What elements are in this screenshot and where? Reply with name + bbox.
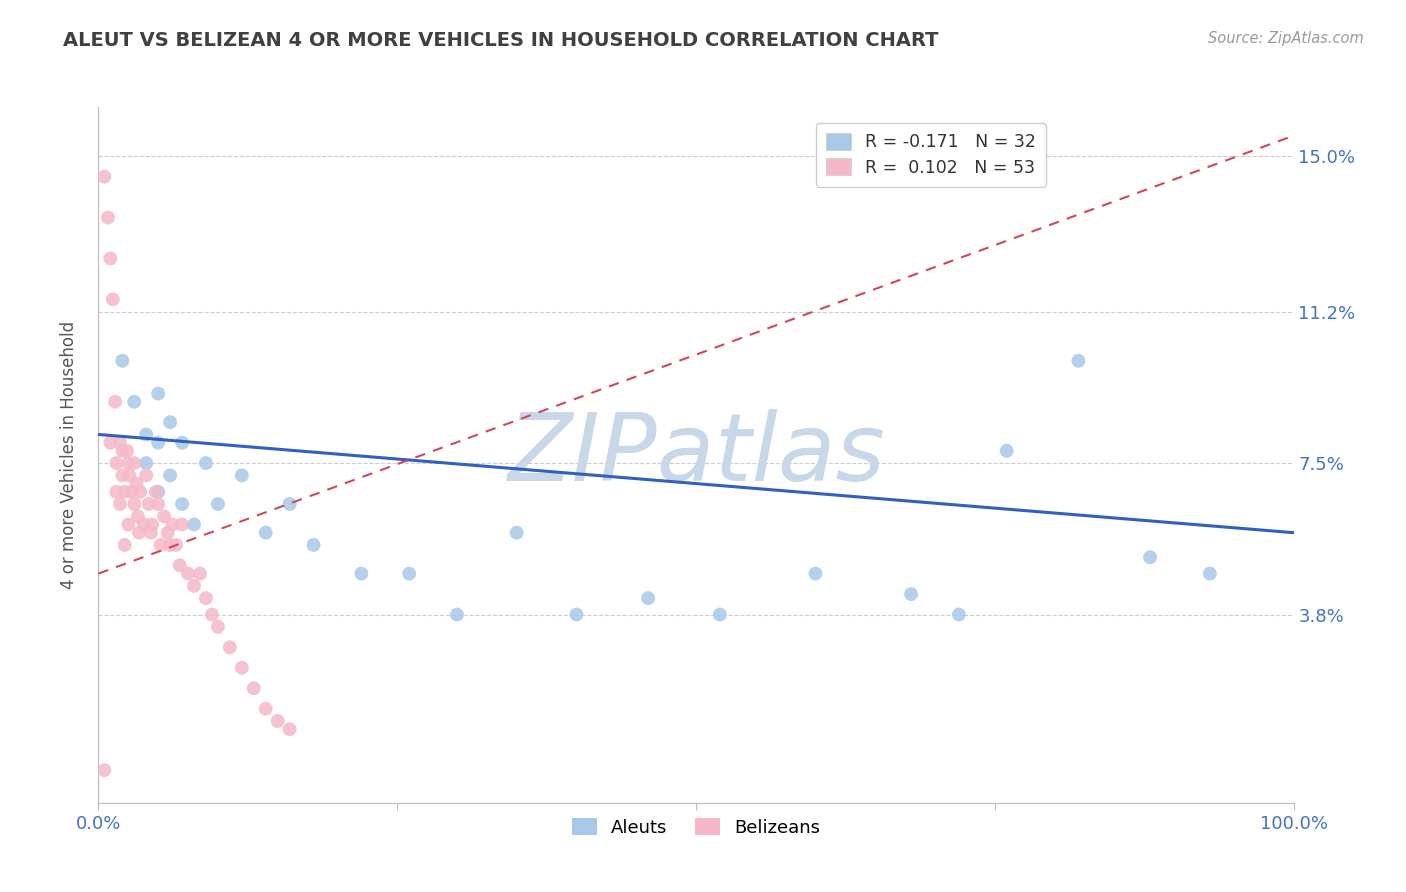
Point xyxy=(139,525,162,540)
Point xyxy=(148,497,170,511)
Point xyxy=(148,386,170,401)
Point xyxy=(93,169,115,184)
Point xyxy=(637,591,659,606)
Point xyxy=(995,443,1018,458)
Point xyxy=(104,394,127,409)
Point xyxy=(900,587,922,601)
Point xyxy=(97,211,120,225)
Point xyxy=(207,620,229,634)
Point xyxy=(159,538,181,552)
Point xyxy=(254,701,277,715)
Point xyxy=(145,484,167,499)
Point xyxy=(565,607,588,622)
Point xyxy=(159,415,181,429)
Point xyxy=(948,607,970,622)
Point xyxy=(124,456,146,470)
Point xyxy=(207,497,229,511)
Point xyxy=(115,443,138,458)
Point xyxy=(111,353,134,368)
Point xyxy=(162,517,184,532)
Point xyxy=(117,456,139,470)
Point xyxy=(804,566,827,581)
Point xyxy=(195,591,218,606)
Point xyxy=(446,607,468,622)
Point xyxy=(121,484,143,499)
Point xyxy=(1139,550,1161,565)
Point xyxy=(1199,566,1222,581)
Point xyxy=(149,538,172,552)
Point xyxy=(177,566,200,581)
Point xyxy=(398,566,420,581)
Point xyxy=(128,525,150,540)
Point xyxy=(506,525,529,540)
Point xyxy=(108,435,131,450)
Point xyxy=(114,538,136,552)
Point xyxy=(98,435,122,450)
Point xyxy=(195,456,218,470)
Point xyxy=(254,525,277,540)
Y-axis label: 4 or more Vehicles in Household: 4 or more Vehicles in Household xyxy=(59,321,77,589)
Point xyxy=(135,456,157,470)
Point xyxy=(231,661,253,675)
Point xyxy=(183,517,205,532)
Point xyxy=(111,468,134,483)
Point xyxy=(124,497,146,511)
Point xyxy=(159,468,181,483)
Point xyxy=(108,497,131,511)
Point xyxy=(172,435,194,450)
Point xyxy=(141,517,163,532)
Point xyxy=(148,484,170,499)
Point xyxy=(153,509,176,524)
Point xyxy=(267,714,290,728)
Point xyxy=(93,763,115,777)
Point xyxy=(231,468,253,483)
Text: ALEUT VS BELIZEAN 4 OR MORE VEHICLES IN HOUSEHOLD CORRELATION CHART: ALEUT VS BELIZEAN 4 OR MORE VEHICLES IN … xyxy=(63,31,939,50)
Point xyxy=(111,443,134,458)
Point xyxy=(709,607,731,622)
Point xyxy=(243,681,266,696)
Point xyxy=(105,484,128,499)
Point xyxy=(132,517,155,532)
Point xyxy=(172,497,194,511)
Point xyxy=(125,476,148,491)
Legend: Aleuts, Belizeans: Aleuts, Belizeans xyxy=(564,811,828,844)
Point xyxy=(219,640,242,655)
Text: Source: ZipAtlas.com: Source: ZipAtlas.com xyxy=(1208,31,1364,46)
Point xyxy=(127,509,149,524)
Point xyxy=(98,252,122,266)
Point xyxy=(188,566,211,581)
Point xyxy=(183,579,205,593)
Point xyxy=(302,538,325,552)
Point xyxy=(138,497,160,511)
Point xyxy=(101,293,124,307)
Point xyxy=(201,607,224,622)
Point xyxy=(105,456,128,470)
Point xyxy=(135,468,157,483)
Point xyxy=(124,394,146,409)
Point xyxy=(156,525,179,540)
Point xyxy=(278,497,301,511)
Text: ZIPatlas: ZIPatlas xyxy=(508,409,884,500)
Point xyxy=(135,427,157,442)
Point xyxy=(117,517,139,532)
Point xyxy=(118,468,141,483)
Point xyxy=(1067,353,1090,368)
Point xyxy=(165,538,187,552)
Point xyxy=(129,484,152,499)
Point xyxy=(278,722,301,736)
Point xyxy=(350,566,373,581)
Point xyxy=(148,435,170,450)
Point xyxy=(169,558,191,573)
Point xyxy=(114,484,136,499)
Point xyxy=(172,517,194,532)
